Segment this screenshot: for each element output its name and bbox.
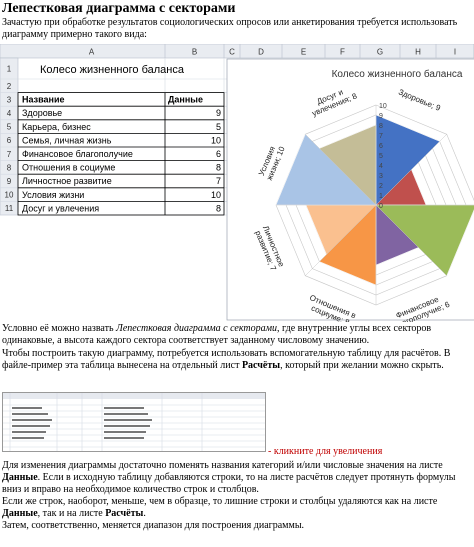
spoke [305, 204, 377, 276]
spoke [375, 134, 447, 206]
text-run: Лепестковая диаграмма с секторами [116, 323, 277, 334]
thumb-frame [2, 392, 266, 452]
text-run: Данные [2, 472, 38, 483]
text-run: . Если в исходную таблицу добавляются ст… [2, 472, 456, 495]
text-run: Зачастую при обработке результатов социо… [2, 17, 458, 40]
cell-text: Финансовое благополучие [22, 149, 133, 159]
text-run: Для изменения диаграммы достаточно помен… [2, 460, 443, 471]
row-number: 2 [7, 82, 12, 91]
column-letter: D [258, 48, 264, 57]
text-run: , так и на листе [37, 508, 106, 519]
cell-text: Досуг и увлечения [22, 203, 99, 213]
text-run: Чтобы построить такую диаграмму, потребу… [2, 348, 451, 371]
radial-tick-label: 0 [379, 203, 383, 210]
text-run: Расчёты [241, 360, 281, 371]
cell-text: Семья, личная жизнь [22, 135, 112, 145]
radial-tick-label: 10 [379, 103, 387, 110]
row-number: 6 [7, 136, 12, 145]
radial-tick-label: 9 [379, 113, 383, 120]
cell-text: Отношения в социуме [22, 163, 115, 173]
row-number: 5 [7, 123, 12, 132]
cell-text: Здоровье [22, 108, 62, 118]
paragraph: Если же строк, наоборот, меньше, чем в о… [2, 496, 472, 520]
row-number: 1 [7, 65, 12, 74]
text-run: Если же строк, наоборот, меньше, чем в о… [2, 496, 438, 507]
row-number: 4 [7, 109, 12, 118]
text-run: Расчёты [105, 508, 144, 519]
heading: Лепестковая диаграмма с секторами [2, 1, 236, 16]
cell-number: 10 [211, 190, 221, 200]
sheet-title: Колесо жизненного баланса [40, 64, 185, 76]
radial-tick-label: 1 [379, 193, 383, 200]
column-header-bar [0, 44, 474, 59]
radial-tick-label: 3 [379, 173, 383, 180]
radial-tick-label: 2 [379, 183, 383, 190]
paragraph: Затем, соответственно, меняется диапазон… [2, 520, 472, 532]
cell-text: Условия жизни [22, 190, 84, 200]
spoke [305, 134, 377, 206]
cell-number: 5 [216, 122, 221, 132]
spoke [375, 204, 447, 276]
column-letter: E [301, 48, 306, 57]
radial-tick-label: 4 [379, 163, 383, 170]
column-letter: A [89, 48, 95, 57]
thumb-grid [3, 393, 265, 451]
cell-number: 8 [216, 163, 221, 173]
thumb-cells [12, 407, 152, 439]
radial-tick-label: 7 [379, 133, 383, 140]
row-number: 3 [7, 95, 12, 104]
cell-number: 7 [216, 176, 221, 186]
column-letter: C [229, 48, 235, 57]
column-letter: B [192, 48, 197, 57]
paragraph: Условно её можно назвать Лепестковая диа… [2, 323, 472, 347]
row-number: 11 [5, 204, 14, 213]
text-run: Затем, соответственно, меняется диапазон… [2, 520, 305, 531]
row-number: 9 [7, 177, 12, 186]
thumb-header [3, 393, 265, 399]
row-number: 10 [5, 191, 14, 200]
text-run: Данные [2, 508, 38, 519]
row-number: 8 [7, 163, 12, 172]
text-run: Условно её можно назвать [2, 323, 117, 334]
text-run: , который при желании можно скрыть. [280, 360, 444, 371]
table-border [17, 92, 225, 216]
radial-tick-label: 5 [379, 153, 383, 160]
cell-text: Карьера, бизнес [22, 122, 91, 132]
radial-tick-label: 6 [379, 143, 383, 150]
paragraph: Зачастую при обработке результатов социо… [2, 17, 472, 41]
text-run: . [143, 508, 146, 519]
row-number: 7 [7, 150, 12, 159]
radial-tick-label: 8 [379, 123, 383, 130]
text-run: , где внутренние углы всех секторов один… [2, 323, 432, 346]
cell-number: 6 [216, 149, 221, 159]
table-header: Название [22, 95, 64, 105]
enlarge-link[interactable]: - кликните для увеличения [268, 446, 383, 457]
table-header: Данные [168, 95, 203, 105]
cell-number: 8 [216, 203, 221, 213]
column-letter: H [415, 48, 421, 57]
cell-number: 9 [216, 108, 221, 118]
column-letter: G [377, 48, 383, 57]
paragraph: Для изменения диаграммы достаточно помен… [2, 460, 472, 496]
cell-text: Личностное развитие [22, 176, 112, 186]
column-letter: I [454, 48, 456, 57]
chart-title: Колесо жизненного баланса [332, 68, 463, 80]
cell-number: 10 [211, 135, 221, 145]
thumbnail [2, 392, 266, 452]
column-letter: F [340, 48, 345, 57]
paragraph: Чтобы построить такую диаграмму, потребу… [2, 348, 472, 372]
